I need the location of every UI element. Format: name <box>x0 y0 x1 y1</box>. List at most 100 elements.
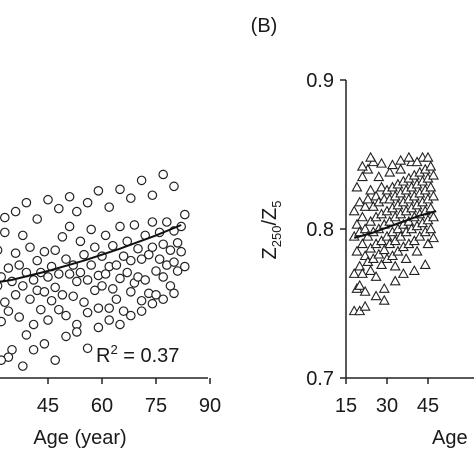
panel-b-data-point <box>354 196 366 207</box>
panel-a-data-point <box>165 281 176 291</box>
panel-a-data-point <box>93 303 104 313</box>
panel-a-data-point <box>151 266 161 276</box>
panel-a-data-point <box>32 255 42 266</box>
panel-a-data-point <box>115 319 125 330</box>
panel-b-data-point <box>378 244 390 255</box>
panel-a-data-point <box>43 272 53 282</box>
panel-a-data-point <box>10 248 21 258</box>
panel-a-data-point <box>57 232 68 242</box>
panel-a-data-point <box>79 249 89 260</box>
panel-a-data-point <box>115 184 125 195</box>
panel-a-r-squared: R2 = 0.37 <box>96 342 179 367</box>
panel-a-data-point <box>43 194 53 205</box>
panel-a-data-point <box>93 322 104 333</box>
panel-a-data-point <box>158 169 168 180</box>
panel-a-data-point <box>39 339 50 349</box>
panel-a-data-point <box>147 298 158 309</box>
panel-a-data-point <box>0 316 6 327</box>
panel-a-x-tick-label: 75 <box>145 395 167 417</box>
panel-a-data-point <box>129 220 140 230</box>
panel-a-data-point <box>147 217 158 227</box>
panel-a-data-point <box>43 315 53 325</box>
panel-b-y-axis-label: Z250/Z5 <box>259 201 284 260</box>
panel-a-data-point <box>172 266 183 276</box>
panel-a-data-point <box>72 206 82 217</box>
panel-b-fit-line <box>353 210 437 239</box>
panel-b-data-point <box>356 238 368 249</box>
panel-a-data-point <box>0 227 10 238</box>
panel-a-data-point <box>64 191 75 202</box>
panel-a-data-point <box>180 209 190 220</box>
panel-a-data-point <box>57 289 68 300</box>
panel-a-data-point <box>136 295 147 306</box>
panel-a-data-point <box>28 319 39 330</box>
panel-a-data-point <box>17 281 28 291</box>
panel-a-data-point <box>0 297 10 308</box>
panel-a-data-point <box>126 310 136 321</box>
panel-a-data-point <box>86 260 96 270</box>
panel-a-x-axis-label: Age (year) <box>33 427 126 449</box>
panel-a-data-point <box>82 343 93 354</box>
panel-b-x-tick-label: 30 <box>376 395 398 417</box>
panel-a-data-point <box>144 249 154 260</box>
panel-b-data-point <box>356 171 368 182</box>
panel-a-data-point <box>0 246 3 255</box>
panel-a-data-point <box>50 245 60 256</box>
panel-a-data-point <box>118 251 129 261</box>
panel-a-data-point <box>14 312 25 322</box>
panel-a-data-point <box>140 275 150 285</box>
panel-a-data-point <box>118 306 129 316</box>
panel-b-data-point <box>365 184 377 195</box>
panel-a-data-point <box>147 190 158 201</box>
panel-b-data-point <box>359 300 371 311</box>
panel-a-data-point <box>61 310 71 321</box>
panel-a-data-point <box>39 287 50 297</box>
panel-a-data-point <box>104 315 114 325</box>
panel-a-data-point <box>133 243 143 254</box>
panel-a-data-point <box>169 257 179 267</box>
panel-a-data-point <box>46 295 57 306</box>
panel-b-data-point <box>427 211 440 222</box>
panel-a-data-point <box>151 289 161 300</box>
panel-a-data-point <box>115 221 125 232</box>
panel-a-data-point <box>14 260 25 270</box>
panel-a-data-point <box>126 193 136 204</box>
panel-a-data-point <box>111 294 122 305</box>
panel-a-data-point <box>136 254 147 264</box>
panel-b-data-point <box>373 171 385 182</box>
panel-a-data-point <box>32 214 42 224</box>
panel-a-x-tick-label: 60 <box>91 395 113 417</box>
panel-b-data-point <box>365 264 377 275</box>
panel-a-data-point <box>39 246 50 257</box>
panel-a-data-point <box>25 294 35 305</box>
panel-b-data-point <box>425 202 437 213</box>
panel-a-data-point <box>61 254 71 264</box>
panel-a-data-point <box>75 267 86 278</box>
panel-a-data-point <box>82 275 93 285</box>
panel-a-data-point <box>50 355 60 365</box>
panel-a-data-point <box>100 230 111 241</box>
panel-b-data-point <box>378 282 390 293</box>
panel-a-data-point <box>64 269 75 279</box>
panel-a-data-point <box>126 287 136 297</box>
panel-a-data-point <box>154 254 165 264</box>
panel-b-label: (B) <box>251 15 278 37</box>
panel-a-data-point <box>25 242 35 253</box>
panel-a-data-point <box>115 273 125 284</box>
panel-b-data-point <box>422 238 434 249</box>
panel-a-data-point <box>50 282 60 293</box>
panel-b-data-point <box>427 190 440 201</box>
panel-b-y-tick-label: 0.7 <box>306 368 334 390</box>
panel-a-data-point <box>0 212 10 223</box>
panel-b-data-point <box>386 159 399 170</box>
panel-a-data-point <box>158 239 168 250</box>
panel-a-data-point <box>3 306 14 316</box>
panel-a-data-point <box>0 281 3 291</box>
panel-a-data-point <box>136 306 147 316</box>
panel-a-data-point <box>53 203 64 214</box>
panel-a-data-point <box>122 267 132 278</box>
panel-a-data-point <box>93 186 104 196</box>
panel-b-x-tick-label: 15 <box>335 395 357 417</box>
panel-a-data-point <box>162 217 172 227</box>
